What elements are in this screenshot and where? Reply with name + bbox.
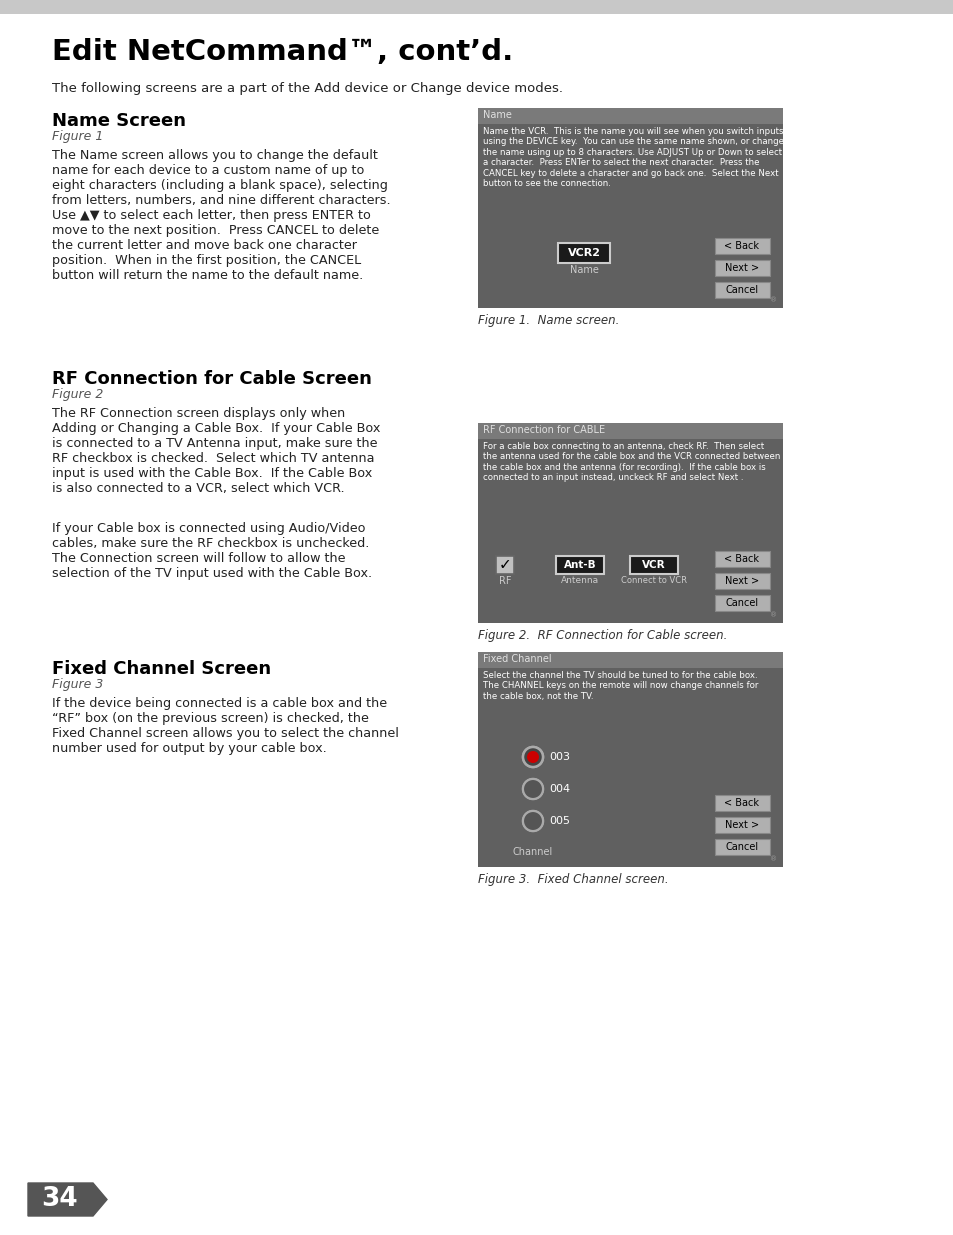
Text: If your Cable box is connected using Audio/Video
cables, make sure the RF checkb: If your Cable box is connected using Aud… <box>52 522 372 580</box>
Bar <box>0 0 953 14</box>
Text: ✓: ✓ <box>498 557 511 573</box>
Bar <box>714 595 769 611</box>
Text: Name Screen: Name Screen <box>52 112 186 130</box>
Circle shape <box>522 779 542 799</box>
Text: If the device being connected is a cable box and the
“RF” box (on the previous s: If the device being connected is a cable… <box>52 697 398 755</box>
Text: Next >: Next > <box>724 576 759 585</box>
Text: Edit NetCommand™, cont’d.: Edit NetCommand™, cont’d. <box>52 38 513 65</box>
Text: ®: ® <box>769 296 776 303</box>
Text: VCR: VCR <box>641 559 665 571</box>
Circle shape <box>522 747 542 767</box>
Text: Figure 1.  Name screen.: Figure 1. Name screen. <box>477 314 618 327</box>
Text: 34: 34 <box>41 1187 78 1213</box>
Text: Name: Name <box>569 266 598 275</box>
Text: 005: 005 <box>548 816 569 826</box>
Text: Channel: Channel <box>513 847 553 857</box>
Circle shape <box>522 747 542 767</box>
Bar <box>714 282 769 298</box>
Bar <box>477 424 782 438</box>
Bar <box>714 551 769 567</box>
Bar <box>714 818 769 832</box>
Circle shape <box>522 811 542 831</box>
Text: Figure 2.  RF Connection for Cable screen.: Figure 2. RF Connection for Cable screen… <box>477 629 726 642</box>
Text: Next >: Next > <box>724 263 759 273</box>
Text: < Back: < Back <box>723 555 759 564</box>
Bar <box>714 839 769 855</box>
Text: Fixed Channel: Fixed Channel <box>482 655 551 664</box>
Bar <box>714 238 769 254</box>
Bar <box>477 438 782 622</box>
Bar <box>714 795 769 811</box>
Text: The Name screen allows you to change the default
name for each device to a custo: The Name screen allows you to change the… <box>52 149 390 282</box>
Text: Figure 3: Figure 3 <box>52 678 103 692</box>
Text: < Back: < Back <box>723 241 759 251</box>
Bar <box>477 652 782 668</box>
Bar <box>629 556 678 574</box>
Text: Cancel: Cancel <box>724 598 758 608</box>
Circle shape <box>522 779 542 799</box>
Text: Antenna: Antenna <box>560 576 598 585</box>
Text: Cancel: Cancel <box>724 285 758 295</box>
Bar <box>477 424 782 622</box>
Text: For a cable box connecting to an antenna, check RF.  Then select
the antenna use: For a cable box connecting to an antenna… <box>482 442 780 482</box>
Bar <box>477 652 782 867</box>
Text: 003: 003 <box>548 752 569 762</box>
Bar <box>477 668 782 867</box>
Text: Select the channel the TV should be tuned to for the cable box.
The CHANNEL keys: Select the channel the TV should be tune… <box>482 671 758 700</box>
Text: RF Connection for Cable Screen: RF Connection for Cable Screen <box>52 370 372 388</box>
Text: Cancel: Cancel <box>724 842 758 852</box>
Text: VCR2: VCR2 <box>567 248 599 258</box>
Bar <box>477 107 782 124</box>
Text: The following screens are a part of the Add device or Change device modes.: The following screens are a part of the … <box>52 82 562 95</box>
Text: Fixed Channel Screen: Fixed Channel Screen <box>52 659 271 678</box>
Text: ®: ® <box>769 856 776 862</box>
Circle shape <box>522 811 542 831</box>
Text: ®: ® <box>769 613 776 618</box>
Text: Next >: Next > <box>724 820 759 830</box>
Text: RF: RF <box>498 576 511 585</box>
Bar <box>477 124 782 308</box>
Bar <box>714 573 769 589</box>
Bar <box>558 243 609 263</box>
Text: RF Connection for CABLE: RF Connection for CABLE <box>482 425 604 435</box>
Circle shape <box>526 751 538 763</box>
Text: Figure 1: Figure 1 <box>52 130 103 143</box>
Bar <box>714 261 769 275</box>
Bar <box>477 107 782 308</box>
FancyArrow shape <box>28 1183 107 1216</box>
Bar <box>556 556 603 574</box>
Text: Name the VCR.  This is the name you will see when you switch inputs
using the DE: Name the VCR. This is the name you will … <box>482 127 783 188</box>
Text: Ant-B: Ant-B <box>563 559 596 571</box>
Text: The RF Connection screen displays only when
Adding or Changing a Cable Box.  If : The RF Connection screen displays only w… <box>52 408 380 495</box>
Text: Figure 3.  Fixed Channel screen.: Figure 3. Fixed Channel screen. <box>477 873 668 885</box>
Text: Name: Name <box>482 110 512 120</box>
Text: < Back: < Back <box>723 798 759 808</box>
Bar <box>496 556 514 574</box>
Text: Figure 2: Figure 2 <box>52 388 103 401</box>
Text: Connect to VCR: Connect to VCR <box>620 576 686 585</box>
Text: 004: 004 <box>548 784 570 794</box>
